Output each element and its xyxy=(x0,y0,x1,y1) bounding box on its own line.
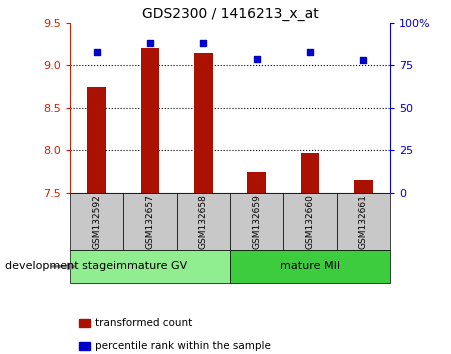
Bar xyxy=(247,172,266,193)
Bar xyxy=(337,193,390,250)
Bar xyxy=(230,193,283,250)
Text: transformed count: transformed count xyxy=(95,318,192,328)
Bar xyxy=(87,87,106,193)
Point xyxy=(93,49,100,55)
Bar xyxy=(141,48,159,193)
Text: GSM132661: GSM132661 xyxy=(359,194,368,249)
Title: GDS2300 / 1416213_x_at: GDS2300 / 1416213_x_at xyxy=(142,7,318,21)
Text: percentile rank within the sample: percentile rank within the sample xyxy=(95,341,271,351)
Point xyxy=(146,41,153,46)
Text: mature MII: mature MII xyxy=(280,261,340,272)
Point xyxy=(200,41,207,46)
Text: GSM132659: GSM132659 xyxy=(252,194,261,249)
Bar xyxy=(354,180,373,193)
Text: GSM132658: GSM132658 xyxy=(199,194,208,249)
Text: GSM132657: GSM132657 xyxy=(146,194,154,249)
Bar xyxy=(283,193,337,250)
Point xyxy=(360,58,367,63)
Bar xyxy=(301,153,319,193)
Text: development stage: development stage xyxy=(5,261,113,272)
Bar xyxy=(70,250,230,283)
Text: GSM132660: GSM132660 xyxy=(306,194,314,249)
Bar xyxy=(230,250,390,283)
Bar xyxy=(70,193,123,250)
Text: GSM132592: GSM132592 xyxy=(92,194,101,249)
Point xyxy=(307,49,314,55)
Bar xyxy=(194,53,213,193)
Bar xyxy=(177,193,230,250)
Bar xyxy=(123,193,177,250)
Point xyxy=(253,56,260,62)
Text: immature GV: immature GV xyxy=(113,261,187,272)
